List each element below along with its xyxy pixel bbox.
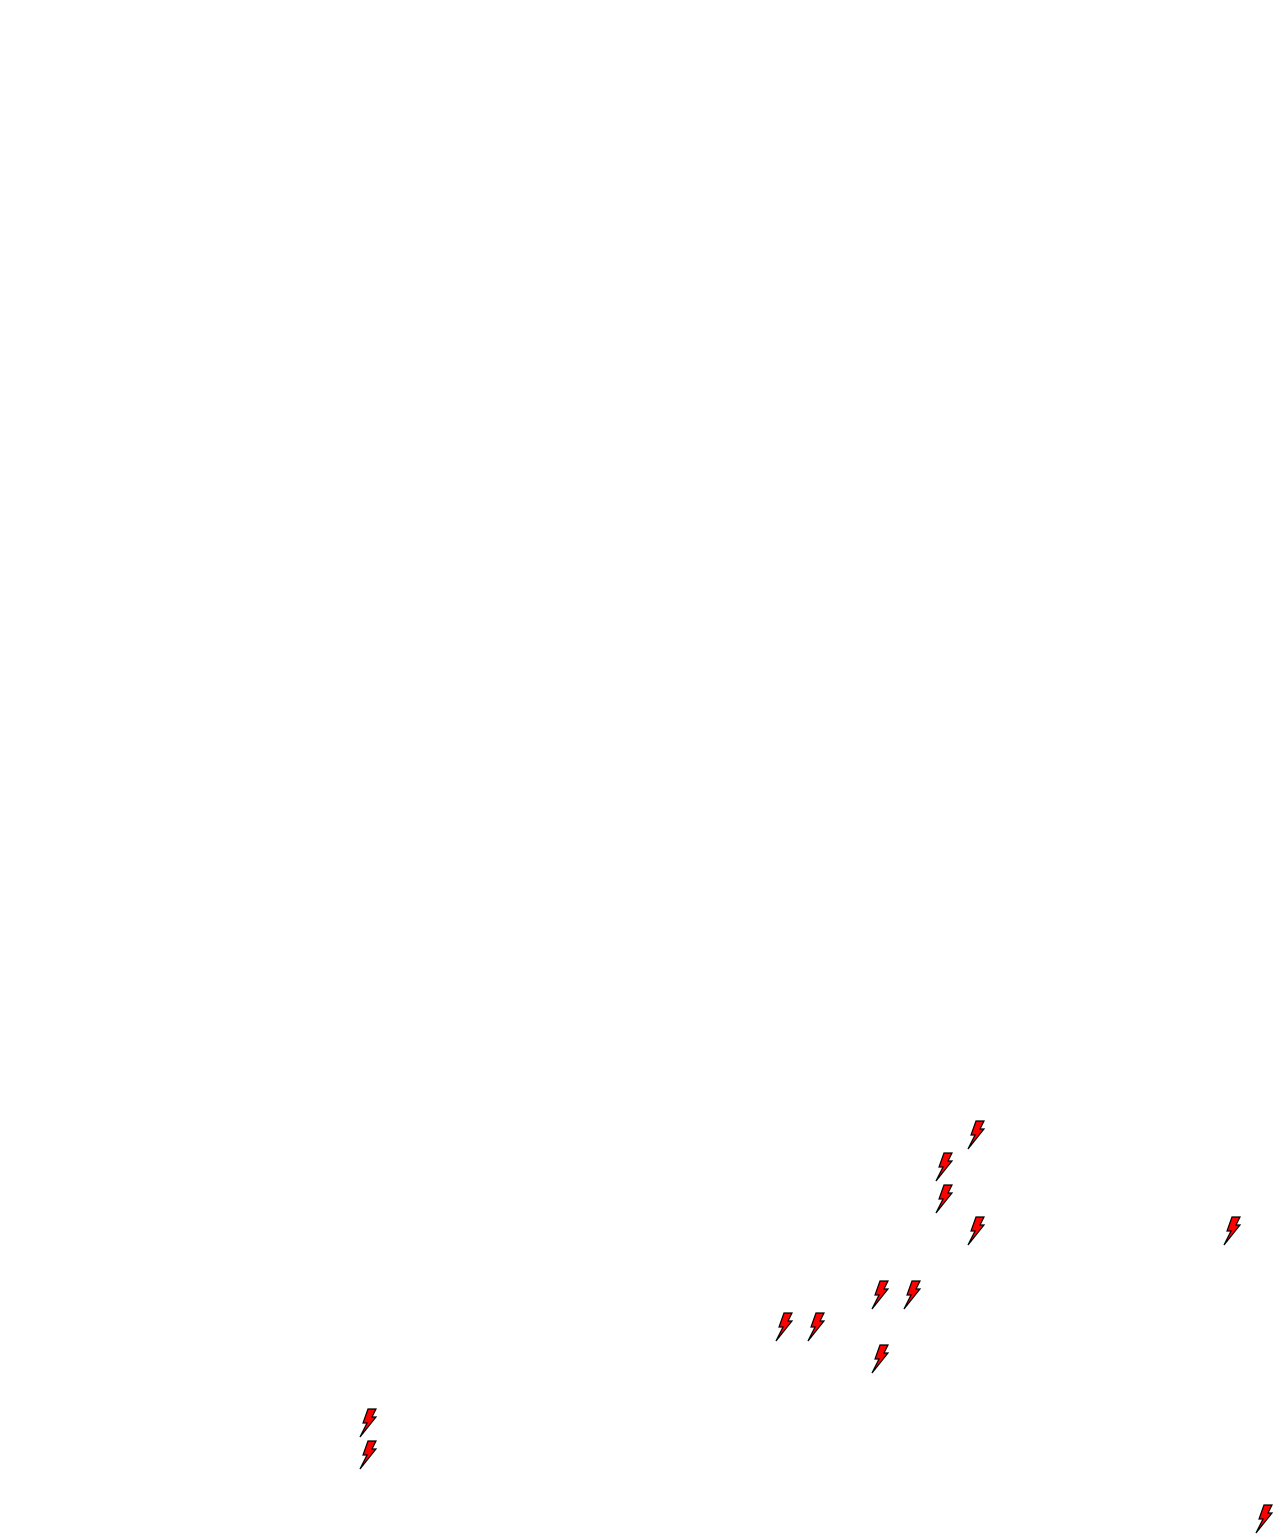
lightning-bolt-icon[interactable]: [358, 1440, 378, 1470]
lightning-bolt-icon[interactable]: [966, 1216, 986, 1246]
lightning-bolt-icon[interactable]: [1254, 1504, 1274, 1534]
lightning-bolt-icon[interactable]: [934, 1152, 954, 1182]
lightning-bolt-icon[interactable]: [358, 1408, 378, 1438]
lightning-bolt-icon[interactable]: [806, 1312, 826, 1342]
lightning-bolt-icon[interactable]: [774, 1312, 794, 1342]
lightning-bolt-icon[interactable]: [870, 1344, 890, 1374]
lightning-bolt-icon[interactable]: [966, 1120, 986, 1150]
lightning-bolt-icon[interactable]: [1222, 1216, 1242, 1246]
lightning-bolt-icon[interactable]: [902, 1280, 922, 1310]
lightning-bolt-icon[interactable]: [870, 1280, 890, 1310]
lightning-bolt-icon[interactable]: [934, 1184, 954, 1214]
